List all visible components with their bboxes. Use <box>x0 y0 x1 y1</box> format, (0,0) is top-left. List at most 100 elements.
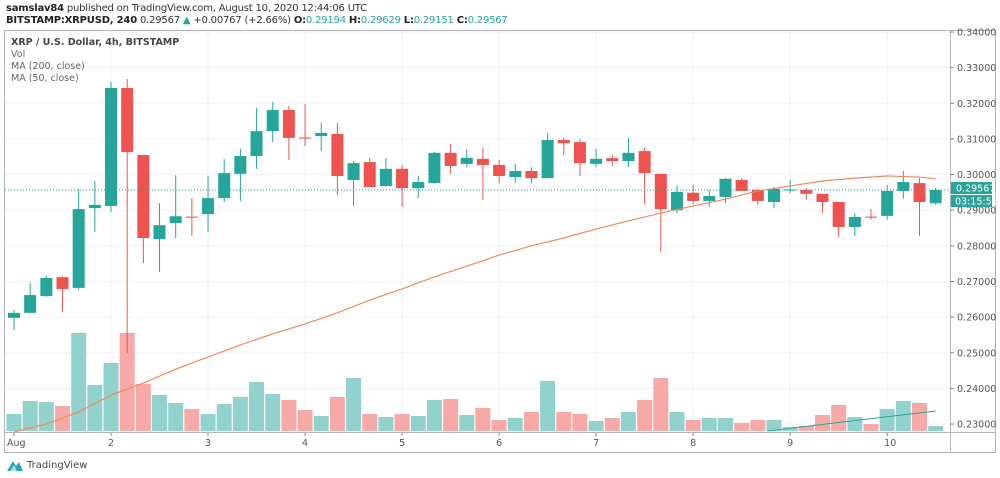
candle[interactable] <box>363 157 376 188</box>
candle[interactable] <box>185 198 198 236</box>
candle[interactable] <box>573 138 586 176</box>
triangle-up-icon: ▲ <box>182 15 191 26</box>
candle-body <box>816 193 829 203</box>
candle[interactable] <box>299 103 312 147</box>
candle[interactable] <box>881 184 894 220</box>
candle[interactable] <box>865 209 878 220</box>
author-name[interactable]: samslav84 <box>6 3 64 14</box>
candle-body <box>153 225 166 240</box>
candle[interactable] <box>816 193 829 214</box>
volume-bar <box>394 414 410 431</box>
candle[interactable] <box>897 170 910 199</box>
candle[interactable] <box>509 163 522 184</box>
candle[interactable] <box>493 159 506 184</box>
candle[interactable] <box>250 107 263 169</box>
legend-title[interactable]: XRP / U.S. Dollar, 4h, BITSTAMP <box>11 37 180 48</box>
candle[interactable] <box>687 184 700 205</box>
candle[interactable] <box>444 143 457 174</box>
legend-ma200[interactable]: MA (200, close) <box>11 61 85 72</box>
candle[interactable] <box>282 106 295 160</box>
candle[interactable] <box>735 178 748 191</box>
volume-bar <box>653 378 669 431</box>
volume-bar <box>540 381 556 431</box>
candle[interactable] <box>428 152 441 184</box>
candle[interactable] <box>412 175 425 199</box>
candle[interactable] <box>670 185 683 214</box>
price-tick-label: 0.34000 <box>957 28 996 39</box>
candle[interactable] <box>832 202 845 237</box>
candle[interactable] <box>266 101 279 143</box>
countdown-label: 03:15:56 <box>955 197 998 208</box>
candle[interactable] <box>848 213 861 236</box>
volume-bar <box>928 426 944 431</box>
volume-bar <box>135 384 151 431</box>
candle[interactable] <box>8 309 20 330</box>
price-tick-label: 0.27000 <box>957 277 996 288</box>
candle[interactable] <box>347 161 360 206</box>
candle-body <box>105 87 118 206</box>
candle[interactable] <box>525 167 538 184</box>
volume-bar <box>313 416 329 431</box>
candle[interactable] <box>40 275 53 297</box>
candle[interactable] <box>606 154 619 167</box>
candle[interactable] <box>913 178 926 236</box>
candle[interactable] <box>56 276 69 313</box>
candle-body <box>315 132 328 137</box>
candle[interactable] <box>396 164 409 207</box>
volume-bar <box>87 385 103 431</box>
candle[interactable] <box>460 148 473 168</box>
price-tick-label: 0.29000 <box>957 206 996 217</box>
price-change: +0.00767 (+2.66%) <box>193 15 291 26</box>
candle-body <box>767 188 780 203</box>
price-tick-label: 0.24000 <box>957 384 996 395</box>
candle[interactable] <box>105 81 118 212</box>
countdown-box <box>951 195 992 207</box>
candle-body <box>525 170 538 179</box>
candle-body <box>218 173 231 199</box>
candle-body <box>299 137 312 139</box>
candle-body <box>40 277 53 297</box>
price-tick-label: 0.23000 <box>957 420 996 431</box>
candle[interactable] <box>703 189 716 207</box>
candle[interactable] <box>622 137 635 168</box>
candle[interactable] <box>379 157 392 187</box>
candle[interactable] <box>331 122 344 195</box>
candle[interactable] <box>24 282 37 314</box>
candle[interactable] <box>557 137 570 155</box>
candle-body <box>396 168 409 189</box>
candle[interactable] <box>590 148 603 168</box>
volume-bar <box>879 409 895 431</box>
candle[interactable] <box>541 132 554 179</box>
candle[interactable] <box>169 175 182 238</box>
candle[interactable] <box>315 122 328 152</box>
candle[interactable] <box>72 189 85 290</box>
candle[interactable] <box>929 187 942 205</box>
volume-bar <box>588 421 604 431</box>
candle[interactable] <box>153 203 166 272</box>
candle[interactable] <box>202 175 215 232</box>
legend-ma50[interactable]: MA (50, close) <box>11 73 79 84</box>
open-value: 0.29194 <box>305 15 346 26</box>
price-axis[interactable]: 0.34000 0.33000 0.32000 0.31000 0.30000 0.290… <box>950 28 996 431</box>
candle[interactable] <box>476 147 489 201</box>
candle[interactable] <box>137 154 150 263</box>
publish-text: published on TradingView.com, August 10,… <box>63 3 367 14</box>
volume-bar <box>152 395 168 431</box>
volume-bar <box>507 418 523 431</box>
candle-body <box>929 189 942 204</box>
candle[interactable] <box>88 180 101 232</box>
legend-volume[interactable]: Vol <box>11 49 26 60</box>
time-axis[interactable]: Aug 2 3 4 5 6 7 8 9 10 <box>7 433 896 449</box>
volume-bar <box>847 417 863 431</box>
footer-brand[interactable]: TradingView <box>6 459 87 472</box>
candle[interactable] <box>121 79 134 354</box>
volume-bar <box>459 415 475 431</box>
candle[interactable] <box>638 147 651 205</box>
candles[interactable] <box>8 79 942 354</box>
candle[interactable] <box>218 158 231 203</box>
candle-body <box>654 173 667 210</box>
candle[interactable] <box>767 187 780 209</box>
candle-body <box>24 295 37 313</box>
candle[interactable] <box>234 148 247 201</box>
